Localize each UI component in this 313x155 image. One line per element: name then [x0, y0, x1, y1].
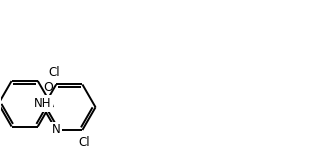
Text: Cl: Cl [49, 66, 60, 79]
Text: O: O [43, 81, 53, 94]
Text: N: N [52, 124, 60, 136]
Text: Cl: Cl [79, 136, 90, 149]
Text: NH: NH [34, 97, 51, 110]
